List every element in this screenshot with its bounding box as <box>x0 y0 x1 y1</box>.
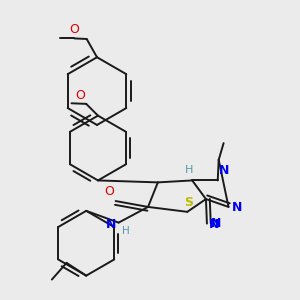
Text: S: S <box>184 196 193 209</box>
Text: N: N <box>211 217 222 230</box>
Text: N: N <box>106 218 116 231</box>
Text: N: N <box>209 218 220 231</box>
Text: H: H <box>185 165 194 175</box>
Text: O: O <box>75 89 85 102</box>
Text: H: H <box>122 226 129 236</box>
Text: O: O <box>104 185 114 198</box>
Text: N: N <box>219 164 230 177</box>
Text: O: O <box>69 23 79 36</box>
Text: N: N <box>232 201 242 214</box>
